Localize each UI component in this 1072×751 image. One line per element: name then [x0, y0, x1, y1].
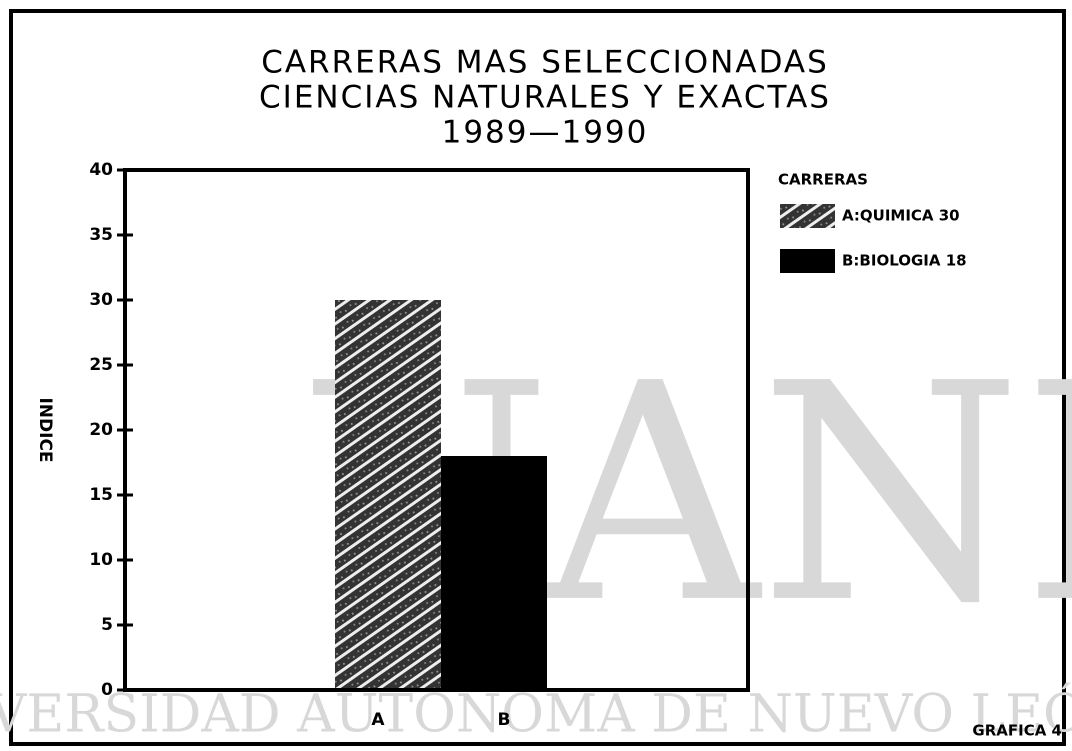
- legend-label: A:QUIMICA 30: [842, 207, 960, 225]
- legend-swatch: [780, 249, 835, 273]
- legend-title: CARRERAS: [778, 171, 868, 189]
- frame: [9, 9, 1066, 746]
- y-tick-label: 10: [89, 550, 113, 570]
- y-tick-label: 30: [89, 290, 113, 310]
- legend-swatch: [780, 204, 835, 228]
- chart-title: 1989—1990: [442, 115, 649, 151]
- footer: GRAFICA 4: [972, 722, 1062, 740]
- y-tick-label: 5: [101, 615, 113, 635]
- bar: [441, 456, 547, 690]
- y-tick-label: 35: [89, 225, 113, 245]
- bar: [335, 300, 441, 690]
- chart-title: CIENCIAS NATURALES Y EXACTAS: [259, 80, 831, 116]
- legend-label: B:BIOLOGIA 18: [842, 252, 967, 270]
- y-tick-label: 25: [89, 355, 113, 375]
- x-tick-label: B: [498, 710, 511, 730]
- y-axis-label: INDICE: [35, 397, 55, 462]
- plot-frame: [123, 168, 750, 692]
- chart-title: CARRERAS MAS SELECCIONADAS: [261, 45, 829, 81]
- y-tick-label: 15: [89, 485, 113, 505]
- watermark: VERSIDAD AUTONOMA DE NUEVO LEÓN: [0, 683, 1072, 745]
- x-tick-label: A: [371, 710, 385, 730]
- y-tick-label: 20: [89, 420, 113, 440]
- y-tick-label: 40: [89, 160, 113, 180]
- y-tick-label: 0: [101, 680, 113, 700]
